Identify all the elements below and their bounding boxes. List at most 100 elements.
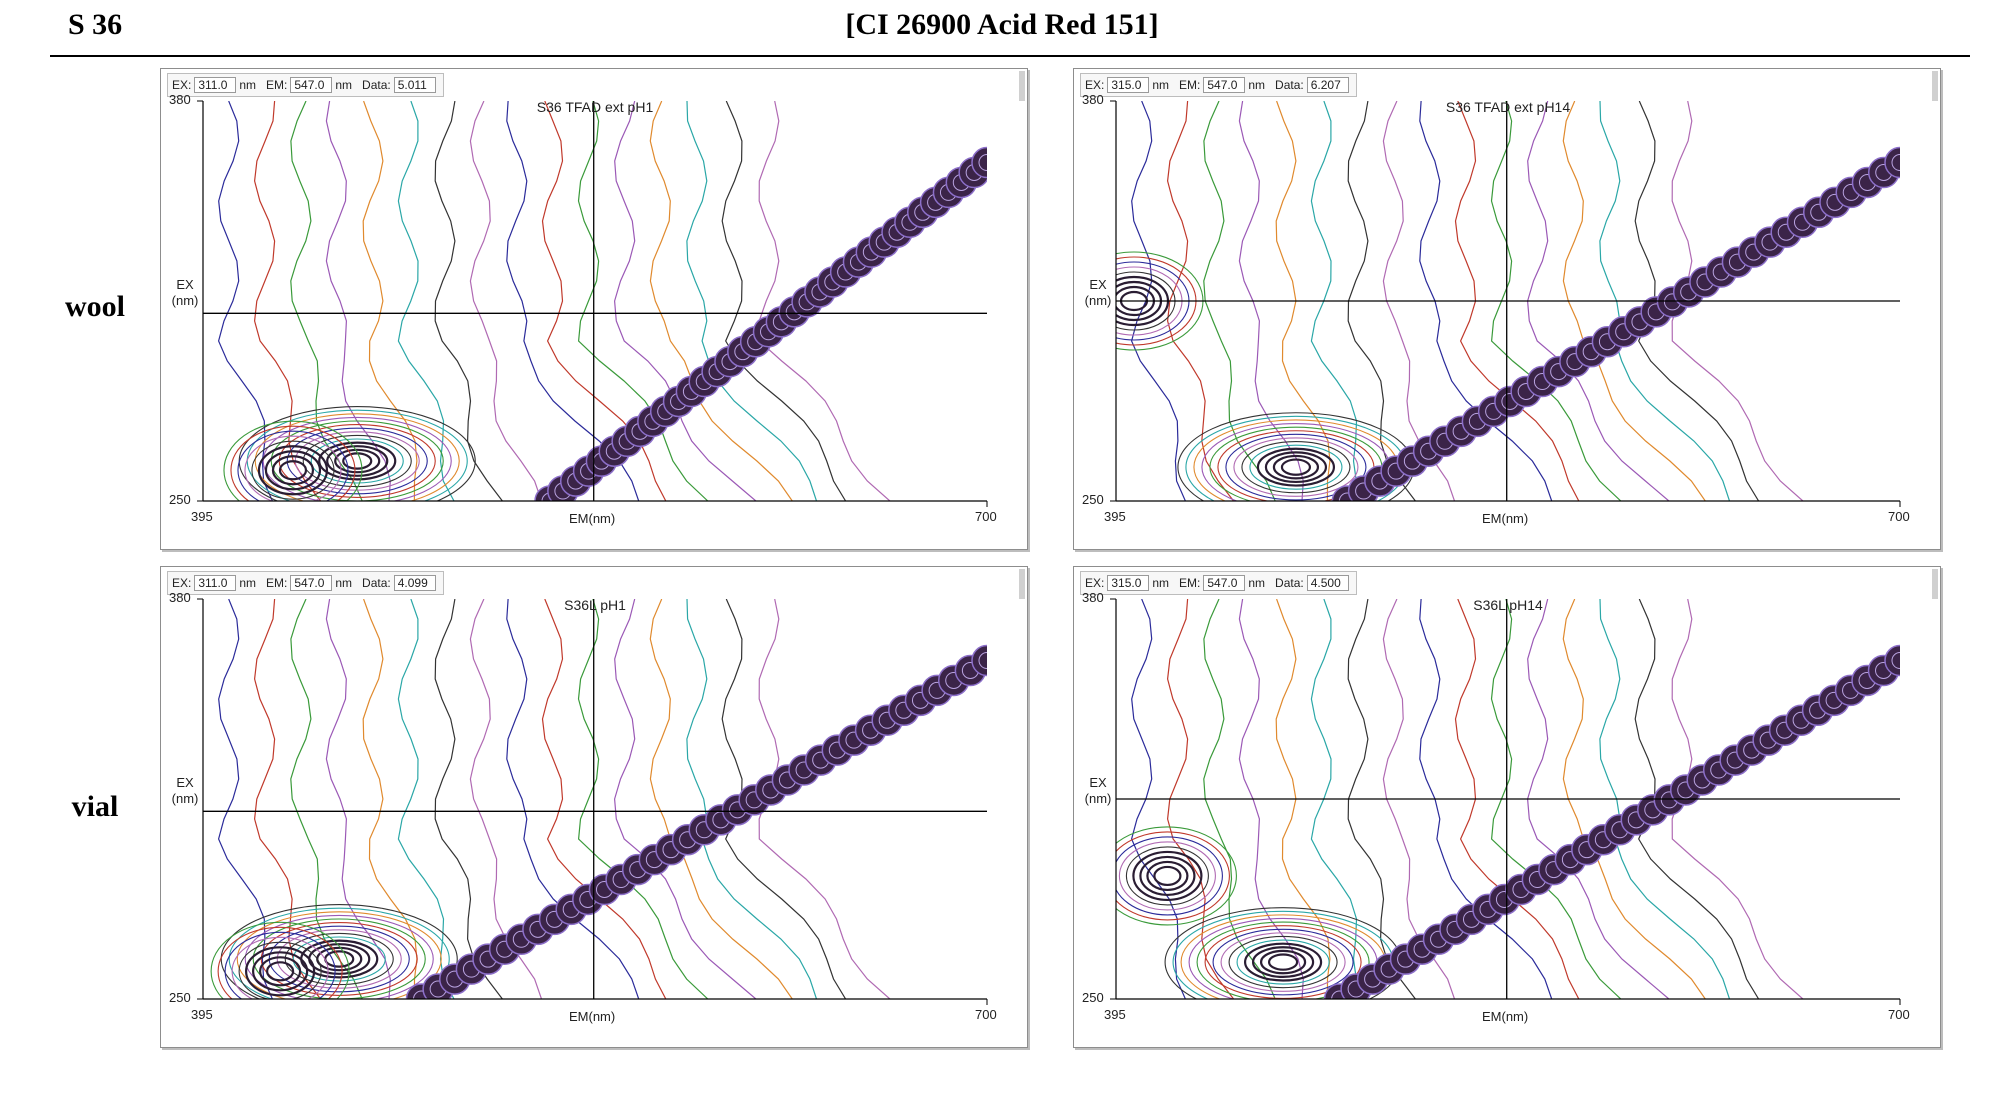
peak-contour [1241,441,1351,494]
contour-line [613,599,757,999]
peak-contour [228,907,450,999]
peak-contour [1164,907,1402,999]
plot-title: S36L pH14 [1473,597,1543,613]
peak-contour [231,936,329,999]
data-label: Data: [362,576,391,590]
contour-layer [217,101,987,501]
peak-contour [1272,454,1320,480]
plot-title: S36 TFAD ext pH14 [1445,99,1571,115]
contour-line [541,599,667,999]
contour-line [397,599,455,999]
ex-label: EX: [172,78,192,92]
peak-contour [1259,949,1307,975]
peak-contour [1264,451,1328,484]
contour-plot [1110,100,1901,507]
x-axis-label: EM(nm) [1482,1009,1529,1024]
ex-unit: nm [239,78,257,92]
peak-contour [254,413,460,501]
ex-label: EX: [172,576,192,590]
peak-contour [220,904,458,999]
plot-panel[interactable]: EX: 311.0 nm EM: 547.0 nm Data: 4.099 S36L pH1 38… [160,566,1028,1048]
peak-contour [251,440,335,500]
contour-layer [1116,101,1900,501]
plot-panel[interactable]: EX: 311.0 nm EM: 547.0 nm Data: 5.011 S36 TFAD e… [160,68,1028,550]
header-rule [50,55,1970,57]
em-readout: 547.0 [290,575,333,591]
contour-line [397,101,455,501]
peak-contour [230,425,356,501]
peak-contour [1196,921,1370,999]
contour-line [362,101,418,501]
contour-line [613,101,757,501]
peak-contour [210,921,350,999]
contour-line [434,101,503,501]
peak-contour [1132,850,1203,902]
scatter-band-mark [971,644,987,677]
x-tick-label-left: 395 [191,509,213,524]
plot-panel[interactable]: EX: 315.0 nm EM: 547.0 nm Data: 4.500 S36L pH14 3… [1073,566,1941,1048]
data-readout: 4.099 [393,575,436,591]
peak-contour [244,914,434,999]
status-bar: EX: 315.0 nm EM: 547.0 nm Data: 4.500 [1080,571,1357,595]
data-readout: 4.500 [1306,575,1349,591]
peak-contour [262,416,452,501]
em-label: EM: [266,576,288,590]
contour-layer [1116,599,1900,999]
em-readout: 547.0 [1203,575,1246,591]
y-tick-label-bottom: 250 [1082,990,1104,1005]
peak-contour [1116,831,1230,921]
peak-contour [1139,855,1196,897]
plot-panel[interactable]: EX: 315.0 nm EM: 547.0 nm Data: 6.207 S36 TFAD e… [1073,68,1941,550]
plot-title: S36L pH1 [564,597,626,613]
peak-contour [237,430,349,501]
contour-line [217,101,273,501]
contour-layer [210,599,987,999]
em-label: EM: [266,78,288,92]
peak-contour [318,441,397,481]
peak-contour [244,435,342,501]
y-tick-label-top: 380 [169,590,191,605]
em-readout: 547.0 [1203,77,1246,93]
em-unit: nm [1248,78,1266,92]
data-readout: 6.207 [1306,77,1349,93]
peak-contour [276,929,402,989]
peak-contour [1118,841,1216,911]
peak-contour [342,452,373,470]
scatter-band-mark [971,146,987,179]
y-tick-label-bottom: 250 [169,492,191,507]
peak-contour [236,911,442,999]
row-label-wool: wool [65,290,125,323]
peak-contour [266,961,295,982]
ex-unit: nm [1152,576,1170,590]
contour-line [253,101,322,501]
status-bar: EX: 311.0 nm EM: 547.0 nm Data: 4.099 [167,571,444,595]
contour-line [649,599,793,999]
peak-contour [245,946,316,997]
x-tick-label-left: 395 [191,1007,213,1022]
x-axis-label: EM(nm) [569,1009,616,1024]
y-tick-label-top: 380 [1082,590,1104,605]
x-tick-label-right: 700 [975,509,997,524]
peak-contour [224,931,336,999]
y-tick-label-bottom: 250 [169,990,191,1005]
peak-contour [270,420,444,501]
contour-line [290,101,363,501]
peak-contour [292,936,386,982]
peak-contour [302,434,412,488]
x-axis-label: EM(nm) [569,511,616,526]
ex-unit: nm [1152,78,1170,92]
peak-contour [246,409,468,501]
scatter-band-mark [1884,644,1900,677]
peak-contour [278,460,308,481]
ex-label: EX: [1085,78,1105,92]
scrollbar [1019,569,1025,599]
peak-contour [1125,846,1209,906]
peak-contour [1116,826,1237,926]
scatter-band-ring [978,652,987,670]
ex-readout: 315.0 [1107,77,1150,93]
scatter-band-ring [1891,154,1900,172]
peak-contour [1228,935,1338,989]
y-axis-label: EX (nm) [1084,775,1112,806]
peak-contour [1212,928,1354,996]
data-label: Data: [1275,576,1304,590]
